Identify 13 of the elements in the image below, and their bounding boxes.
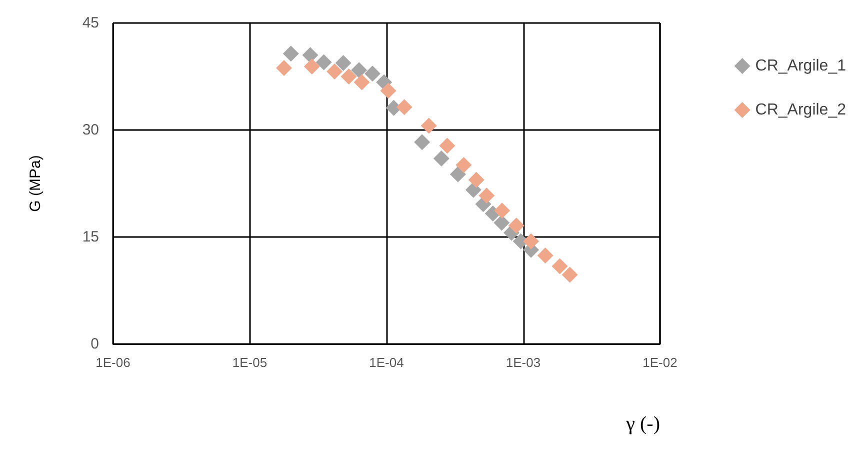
y-tick-label: 15 bbox=[82, 228, 99, 246]
x-tick-label: 1E-05 bbox=[232, 355, 268, 370]
legend-label: CR_Argile_2 bbox=[755, 102, 846, 118]
y-tick-label: 30 bbox=[82, 122, 99, 138]
y-tick-label: 0 bbox=[90, 336, 99, 352]
y-axis-title: G (MPa) bbox=[27, 155, 44, 212]
x-tick-label: 1E-04 bbox=[369, 355, 404, 370]
x-tick-label: 1E-03 bbox=[506, 355, 541, 370]
x-tick-label: 1E-06 bbox=[96, 355, 130, 370]
x-axis-title: γ (-) bbox=[625, 413, 660, 435]
legend-label: CR_Argile_1 bbox=[755, 58, 846, 74]
y-tick-label: 45 bbox=[82, 14, 99, 32]
x-tick-label: 1E-02 bbox=[642, 355, 678, 370]
